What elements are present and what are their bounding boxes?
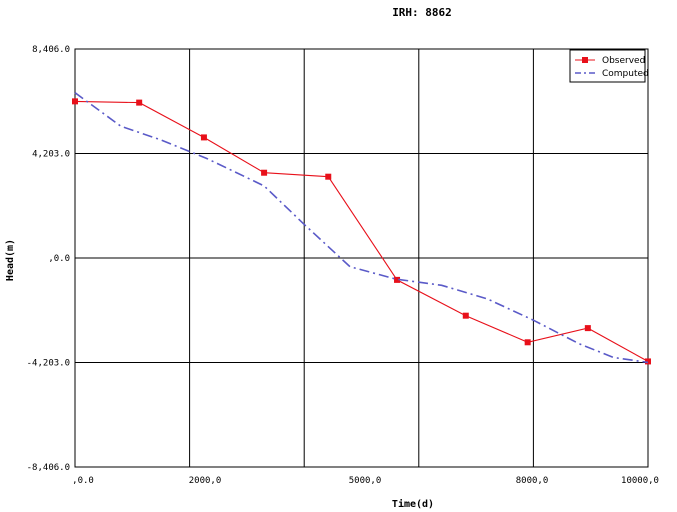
data-point-observed [394, 276, 401, 283]
data-point-observed [325, 173, 332, 180]
chart-title: IRH: 8862 [392, 6, 452, 19]
y-axis-label: Head(m) [5, 239, 16, 281]
x-tick-label: 8000,0 [516, 476, 549, 486]
series-line-observed [74, 100, 649, 362]
data-point-observed [524, 339, 531, 346]
data-point-observed [72, 98, 78, 105]
legend-marker [582, 57, 588, 63]
y-tick-label: 4,203.0 [32, 150, 70, 160]
series-line-computed [74, 92, 649, 364]
x-tick-label: 2000,0 [189, 476, 222, 486]
y-tick-label: -8,406.0 [27, 463, 70, 473]
y-tick-label: 8,406.0 [32, 45, 70, 55]
data-point-observed [200, 134, 207, 141]
series-layer [72, 92, 651, 365]
x-tick-label: 5000,0 [349, 476, 382, 486]
y-tick-labels: 8,406.0 4,203.0 ,0.0 -4,203.0 -8,406.0 [27, 45, 70, 473]
data-point-observed [584, 325, 591, 332]
legend-box [569, 49, 646, 83]
legend-label-computed: Computed [602, 69, 649, 79]
x-tick-label: 10000,0 [621, 476, 659, 486]
legend-label-observed: Observed [602, 56, 645, 66]
y-tick-label: ,0.0 [48, 254, 70, 264]
x-tick-label: ,0.0 [72, 476, 94, 486]
legend: Observed Computed [569, 49, 649, 83]
y-tick-label: -4,203.0 [27, 359, 70, 369]
data-point-observed [645, 358, 651, 365]
x-axis-label: Time(d) [392, 498, 434, 510]
x-tick-labels: ,0.0 2000,0 5000,0 8000,0 10000,0 [72, 476, 659, 486]
plot-frame [74, 48, 649, 468]
data-point-observed [261, 169, 268, 176]
data-point-observed [462, 312, 469, 319]
data-point-observed [136, 99, 143, 106]
grid [75, 49, 648, 467]
